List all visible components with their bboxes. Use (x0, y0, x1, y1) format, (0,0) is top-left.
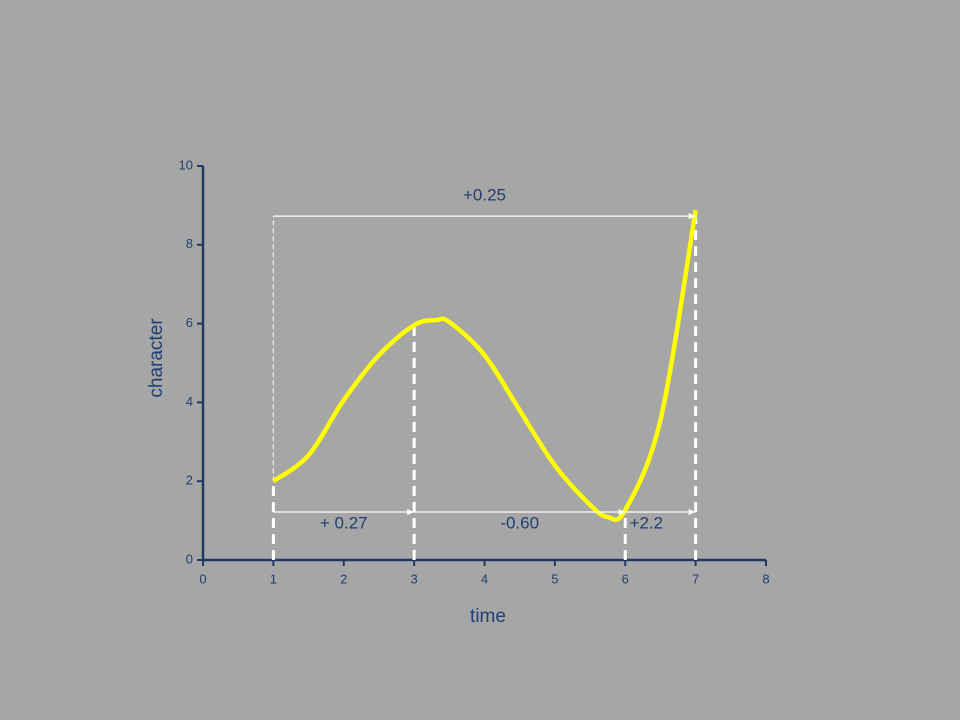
x-tick-label: 6 (622, 571, 629, 586)
x-tick-label: 8 (762, 571, 769, 586)
x-tick-label: 3 (411, 571, 418, 586)
x-tick-label: 7 (692, 571, 699, 586)
y-tick-label: 8 (186, 236, 193, 251)
line-series (272, 209, 698, 523)
y-axis-label: character (146, 318, 167, 398)
y-tick-label: 6 (186, 315, 193, 330)
x-tick-label: 5 (551, 571, 558, 586)
y-tick-label: 2 (186, 473, 193, 488)
y-tick-label: 10 (179, 157, 193, 172)
y-tick-label: 0 (186, 551, 193, 566)
annotation: +2.2 (630, 513, 664, 532)
y-tick-label: 4 (186, 394, 193, 409)
annotation: + 0.27 (320, 513, 368, 532)
x-tick-label: 1 (270, 571, 277, 586)
x-tick-label: 2 (340, 571, 347, 586)
x-axis-label: time (470, 606, 506, 627)
x-tick-label: 4 (481, 571, 488, 586)
annotation: +0.25 (463, 186, 506, 205)
annotation: -0.60 (500, 513, 539, 532)
x-tick-label: 0 (199, 571, 206, 586)
